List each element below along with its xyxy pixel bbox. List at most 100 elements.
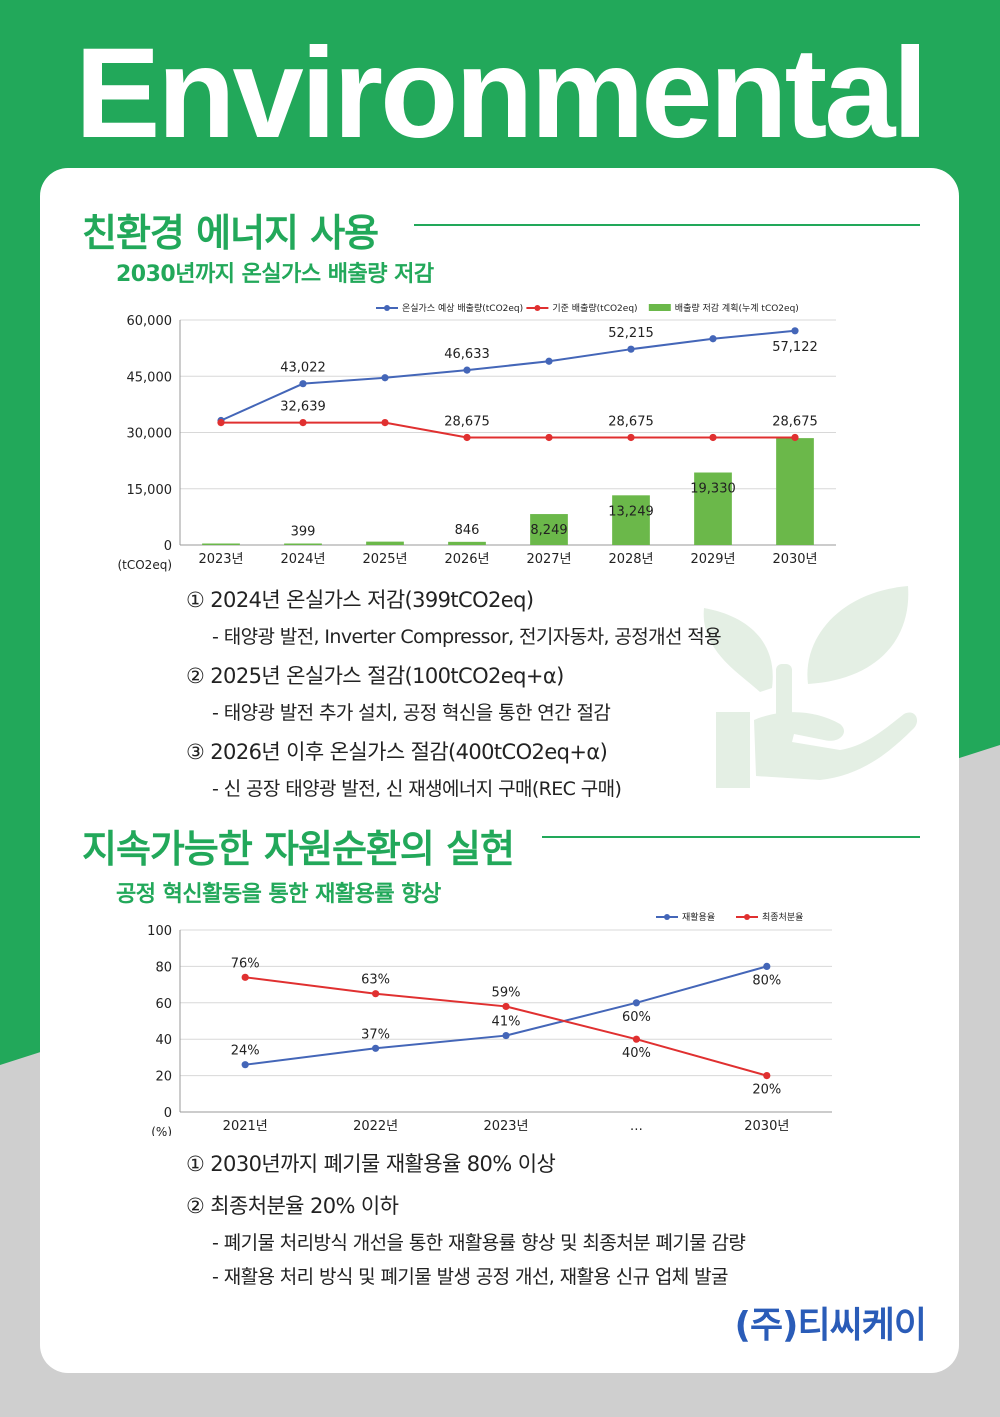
series-point — [791, 327, 799, 335]
section1-subheading: 2030년까지 온실가스 배출량 저감 — [116, 262, 434, 287]
y-tick-label: 60,000 — [127, 314, 173, 329]
series-point — [791, 433, 799, 442]
bar-2023년 — [202, 543, 240, 545]
line-data-label: 63% — [361, 973, 390, 988]
bar-2028년 — [612, 495, 650, 545]
series-point — [502, 1031, 510, 1040]
y-tick-label: 100 — [147, 924, 172, 939]
series-point — [299, 380, 307, 388]
legend-marker — [534, 305, 541, 311]
series-line-1 — [221, 421, 795, 439]
recycling-chart: 100 80 60 40 20 0 (%) 2021년 2022년 2023년 … 2030년 24% 3… — [147, 911, 832, 1136]
x-tick-label: 2024년 — [280, 552, 325, 567]
s2-bullet-2-detail-2: - 재활용 처리 방식 및 폐기물 발생 공정 개선, 재활용 신규 업체 발굴 — [212, 1266, 728, 1288]
bar-2027년 — [530, 514, 568, 545]
y-tick-label: 45,000 — [127, 370, 173, 385]
legend-swatch — [648, 304, 671, 311]
s1-bullet-2-detail: - 태양광 발전 추가 설치, 공정 혁신을 통한 연간 절감 — [212, 702, 611, 724]
s1-bullet-3-detail: - 신 공장 태양광 발전, 신 재생에너지 구매(REC 구매) — [212, 778, 622, 800]
line-data-label: 46,633 — [444, 347, 490, 362]
x-tick-label: 2021년 — [223, 1119, 268, 1134]
series-point — [709, 335, 717, 343]
series-line-0 — [220, 329, 796, 422]
line-data-label: 37% — [361, 1027, 390, 1042]
x-tick-label: 2023년 — [483, 1119, 528, 1134]
s2-bullet-2-title: ② 최종처분율 20% 이하 — [186, 1194, 399, 1218]
bar-data-label: 846 — [455, 523, 480, 538]
line-data-label: 60% — [622, 1010, 651, 1025]
legend-marker — [384, 305, 390, 311]
series-point — [217, 419, 225, 427]
line-data-label: 52,215 — [608, 326, 654, 341]
line-data-label: 80% — [752, 973, 781, 988]
legend-marker — [744, 914, 750, 920]
series-point — [632, 999, 641, 1007]
s1-bullet-3-title: ③ 2026년 이후 온실가스 절감(400tCO2eq+α) — [186, 740, 608, 764]
bar-2024년 — [284, 543, 322, 545]
line-data-label: 28,675 — [772, 414, 818, 429]
y-tick-label: 15,000 — [127, 483, 173, 498]
series-point — [372, 990, 380, 998]
hand-with-sprout-icon — [703, 586, 918, 788]
line-data-label: 32,639 — [280, 400, 326, 415]
company-brand: (주)티씨케이 — [734, 1305, 927, 1346]
legend-label: 온실가스 예상 배출량(tCO2eq) — [402, 302, 523, 314]
bar-data-label: 399 — [291, 525, 316, 540]
series-point — [299, 419, 307, 427]
line-data-label: 28,675 — [608, 414, 654, 429]
y-tick-label: 20 — [155, 1070, 172, 1085]
bar-2029년 — [694, 472, 732, 545]
section1-divider — [414, 224, 920, 226]
series-point — [372, 1044, 380, 1052]
series-point — [241, 973, 249, 981]
legend-label: 기준 배출량(tCO2eq) — [552, 302, 637, 314]
x-tick-label: 2023년 — [198, 552, 243, 567]
x-tick-label: 2030년 — [772, 552, 817, 567]
legend-marker — [664, 914, 670, 920]
section1-heading: 친환경 에너지 사용 — [82, 211, 379, 255]
x-tick-label: 2028년 — [608, 552, 653, 567]
y-tick-label: 60 — [155, 997, 172, 1012]
series-point — [545, 357, 553, 365]
line-data-label: 43,022 — [280, 361, 326, 376]
series-point — [381, 374, 389, 382]
series-point — [381, 419, 389, 427]
x-tick-label: 2030년 — [744, 1119, 789, 1134]
legend-label: 재활용율 — [682, 911, 715, 923]
x-tick-label: … — [630, 1119, 643, 1134]
bar-2025년 — [366, 541, 404, 545]
series-point — [545, 433, 553, 442]
s2-bullet-2-detail-1: - 폐기물 처리방식 개선을 통한 재활용률 향상 및 최종처분 폐기물 감량 — [212, 1232, 746, 1254]
bar-2026년 — [448, 541, 486, 545]
line-data-label: 41% — [492, 1015, 521, 1030]
x-tick-label: 2022년 — [353, 1119, 398, 1134]
y-tick-label: 30,000 — [127, 427, 173, 442]
legend-label: 배출량 저감 계획(누계 tCO2eq) — [675, 302, 799, 314]
line-data-label: 57,122 — [772, 340, 818, 355]
unit-label: (%) — [151, 1125, 172, 1136]
line-data-label: 76% — [231, 956, 260, 971]
series-point — [632, 1035, 641, 1043]
bar-data-label: 13,249 — [608, 504, 654, 519]
x-tick-label: 2025년 — [362, 552, 407, 567]
series-point — [763, 1072, 771, 1080]
series-point — [463, 433, 471, 442]
series-point — [463, 366, 471, 374]
line-data-label: 59% — [492, 985, 521, 1000]
series-point — [763, 962, 771, 970]
s1-bullet-1-detail: - 태양광 발전, Inverter Compressor, 전기자동차, 공정… — [212, 626, 722, 648]
legend-label: 최종처분율 — [762, 911, 803, 923]
s1-bullet-1-title: ① 2024년 온실가스 저감(399tCO2eq) — [186, 588, 534, 612]
y-tick-label: 40 — [155, 1033, 172, 1048]
series-point — [709, 433, 717, 442]
y-tick-label: 80 — [155, 960, 172, 975]
unit-label: (tCO2eq) — [117, 558, 172, 572]
series-point — [502, 1002, 510, 1011]
y-tick-label: 0 — [164, 1106, 172, 1121]
bar-data-label: 8,249 — [530, 523, 567, 538]
line-data-label: 28,675 — [444, 414, 490, 429]
y-tick-label: 0 — [164, 539, 172, 554]
x-tick-label: 2027년 — [526, 552, 571, 567]
x-tick-label: 2026년 — [444, 552, 489, 567]
bar-2030년 — [776, 438, 814, 545]
